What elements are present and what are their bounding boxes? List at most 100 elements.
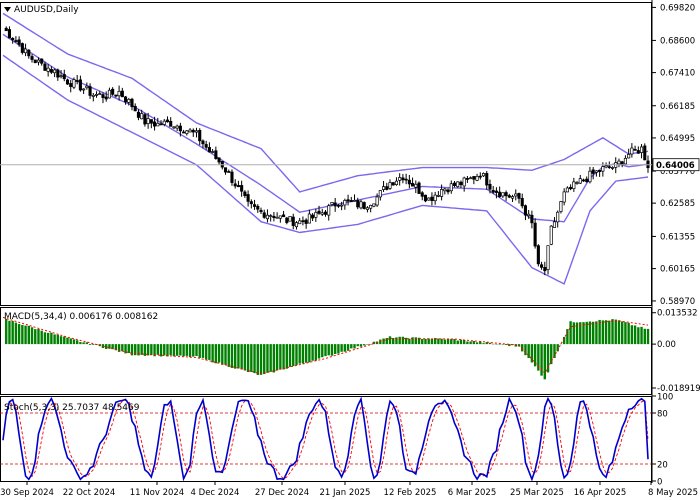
candle-body	[130, 98, 134, 108]
candle-body	[194, 130, 199, 133]
candle-body	[243, 191, 247, 196]
candle-body	[311, 214, 315, 219]
candle-body	[233, 183, 237, 187]
candle-body	[633, 148, 637, 151]
macd-bar	[333, 344, 337, 354]
macd-bar	[501, 344, 505, 345]
candle-body	[639, 146, 644, 153]
candle-body	[536, 245, 540, 265]
candle-body	[285, 217, 289, 223]
macd-bar	[424, 338, 427, 345]
candle-body	[291, 216, 295, 227]
price-tick-label: 0.62585	[660, 199, 695, 209]
candle-body	[165, 119, 170, 123]
stoch-tick-label: 0	[657, 478, 662, 488]
candle-body	[394, 180, 399, 185]
macd-bar	[17, 324, 21, 345]
macd-bar	[143, 344, 147, 356]
candle-body	[565, 187, 569, 193]
candle-body	[43, 63, 47, 71]
candle-body	[401, 177, 405, 181]
candle-body	[198, 129, 202, 142]
candle-body	[459, 181, 463, 186]
triangle-down-icon[interactable]	[4, 7, 11, 12]
macd-bar	[169, 344, 172, 356]
macd-bar	[456, 340, 459, 345]
macd-bar	[179, 344, 182, 356]
macd-bar	[72, 339, 76, 345]
macd-bar	[75, 340, 79, 345]
macd-bar	[30, 327, 34, 345]
macd-bar	[598, 319, 601, 345]
macd-bar	[504, 344, 508, 346]
candle-body	[33, 59, 37, 64]
candle-body	[85, 85, 89, 89]
macd-bar	[591, 321, 595, 345]
macd-bar	[292, 344, 295, 367]
macd-bar	[437, 338, 440, 345]
candle-body	[314, 212, 318, 218]
candle-body	[581, 179, 586, 182]
candle-body	[594, 170, 598, 173]
candle-body	[569, 186, 573, 190]
macd-bar	[134, 344, 137, 356]
macd-bar	[288, 344, 292, 367]
macd-bar	[417, 337, 421, 345]
candle-body	[481, 173, 486, 177]
macd-bar	[253, 344, 256, 374]
candle-body	[246, 194, 250, 202]
candle-body	[562, 191, 566, 203]
macd-bar	[327, 344, 330, 356]
macd-bar	[533, 344, 537, 367]
macd-bar	[234, 344, 237, 369]
stoch-main-line	[2, 396, 649, 482]
macd-bar	[69, 338, 72, 345]
candle-body	[88, 86, 92, 96]
bollinger-middle-band	[2, 33, 649, 223]
candle-body	[72, 79, 76, 88]
candle-body	[298, 220, 302, 225]
macd-bar	[311, 344, 314, 361]
candle-body	[272, 215, 276, 218]
macd-bar	[182, 344, 185, 357]
candle-body	[288, 215, 292, 222]
candle-body	[349, 200, 353, 203]
stoch-signal-line	[2, 399, 649, 480]
macd-bar	[321, 344, 324, 358]
macd-bar	[198, 344, 201, 358]
candle-body	[478, 175, 482, 178]
candle-body	[140, 113, 144, 120]
candle-body	[223, 167, 228, 173]
macd-bar	[217, 344, 221, 363]
candle-body	[601, 166, 605, 172]
macd-bar	[556, 344, 559, 352]
macd-bar	[459, 339, 463, 345]
macd-bar	[369, 343, 372, 345]
macd-bar	[150, 344, 153, 355]
macd-bar	[462, 340, 466, 345]
candle-body	[507, 195, 511, 198]
macd-bar	[279, 344, 282, 370]
candle-body	[146, 118, 150, 124]
macd-bar	[553, 344, 556, 359]
macd-bar	[611, 319, 614, 345]
date-tick-label: 8 May 2025	[648, 488, 698, 498]
macd-bar	[188, 344, 192, 358]
candle-body	[620, 161, 624, 165]
macd-bar	[614, 319, 617, 345]
macd-bar	[627, 322, 630, 345]
macd-bar	[59, 336, 63, 345]
candle-body	[514, 193, 518, 197]
candle-body	[343, 200, 347, 206]
macd-bar	[530, 344, 534, 363]
candle-body	[533, 222, 537, 247]
candle-body	[327, 205, 331, 216]
candle-body	[107, 89, 111, 99]
candle-body	[340, 204, 344, 207]
candle-body	[69, 83, 73, 87]
macd-bar	[624, 322, 627, 345]
macd-bar	[550, 344, 553, 365]
candle-body	[127, 99, 131, 103]
macd-bar	[472, 341, 476, 345]
